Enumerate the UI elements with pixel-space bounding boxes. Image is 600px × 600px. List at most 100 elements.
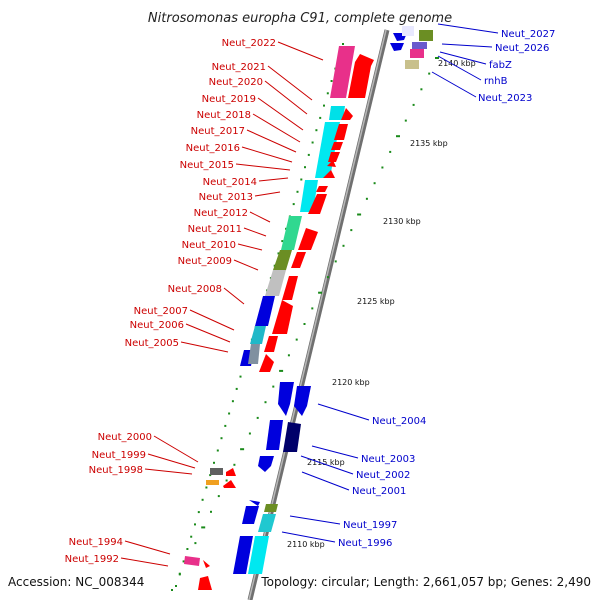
scale-tick: [277, 252, 280, 255]
gene-label[interactable]: Neut_2016: [186, 143, 240, 154]
scale-label: 2115 kbp: [307, 458, 345, 467]
gene-feature: [412, 42, 427, 49]
gene-arrow: [226, 468, 236, 476]
gene-feature: [206, 480, 219, 485]
scale-tick: [311, 307, 314, 310]
gene-label[interactable]: Neut_1996: [338, 538, 392, 549]
scale-tick: [318, 291, 323, 294]
gene-label[interactable]: Neut_2011: [188, 224, 242, 235]
gene-label[interactable]: Neut_1997: [343, 520, 397, 531]
scale-tick: [281, 240, 284, 243]
gene-arrow: [334, 124, 348, 140]
scale-tick: [303, 323, 306, 325]
gene-feature: [248, 344, 260, 364]
gene-label[interactable]: Neut_2018: [197, 110, 251, 121]
scale-tick: [389, 150, 392, 153]
gene-features-left: [184, 46, 374, 590]
gene-feature: [210, 468, 223, 475]
gene-label[interactable]: Neut_1992: [65, 554, 119, 565]
gene-label[interactable]: Neut_2010: [182, 240, 236, 251]
gene-feature: [184, 556, 200, 566]
scale-tick: [326, 276, 329, 279]
gene-label[interactable]: rnhB: [484, 76, 508, 87]
gene-label[interactable]: Neut_2019: [202, 94, 256, 105]
gene-label[interactable]: Neut_2012: [194, 208, 248, 219]
gene-label[interactable]: Neut_2021: [212, 62, 266, 73]
scale-labels: 2140 kbp 2135 kbp 2130 kbp 2125 kbp 2120…: [287, 59, 476, 549]
scale-tick: [197, 511, 200, 514]
gene-label[interactable]: Neut_1998: [89, 465, 143, 476]
scale-tick: [292, 203, 295, 206]
scale-tick: [201, 526, 206, 529]
scale-tick: [381, 166, 384, 169]
gene-arrow: [198, 576, 212, 590]
scale-tick: [357, 213, 362, 216]
gene-feature: [265, 270, 286, 296]
scale-tick: [210, 510, 212, 513]
scale-label: 2110 kbp: [287, 540, 325, 549]
gene-label[interactable]: Neut_2023: [478, 93, 532, 104]
scale-tick: [217, 495, 220, 498]
gene-arrow: [203, 560, 210, 568]
scale-tick: [231, 400, 234, 403]
gene-label[interactable]: Neut_2002: [356, 470, 410, 481]
scale-tick: [287, 354, 290, 357]
gene-label[interactable]: Neut_2017: [191, 126, 245, 137]
scale-tick: [209, 474, 212, 477]
gene-feature: [233, 536, 253, 574]
gene-label[interactable]: Neut_2027: [501, 29, 555, 40]
accession-text: Accession: NC_008344: [8, 575, 144, 589]
scale-tick: [194, 542, 197, 545]
gene-label[interactable]: Neut_2026: [495, 43, 549, 54]
scale-tick: [279, 369, 284, 372]
gene-arrow: [264, 336, 278, 352]
scale-tick: [248, 432, 251, 435]
gene-label[interactable]: fabZ: [489, 60, 512, 71]
gene-feature: [250, 326, 266, 344]
scale-tick: [240, 448, 245, 451]
gene-label[interactable]: Neut_2003: [361, 454, 415, 465]
gene-label[interactable]: Neut_1994: [69, 537, 123, 548]
scale-tick: [428, 72, 431, 75]
scale-tick: [233, 463, 236, 466]
gene-arrow: [327, 160, 336, 167]
gene-arrow: [259, 354, 274, 372]
gene-label[interactable]: Neut_2005: [125, 338, 179, 349]
gene-feature: [405, 60, 419, 69]
map-title: Nitrosomonas europha C91, complete genom…: [148, 11, 452, 26]
topology-summary: Topology: circular; Length: 2,661,057 bp…: [260, 575, 591, 589]
gene-label[interactable]: Neut_2020: [209, 77, 263, 88]
gene-arrow: [341, 108, 353, 120]
gene-label[interactable]: Neut_2001: [352, 486, 406, 497]
scale-tick: [295, 338, 298, 341]
gene-label[interactable]: Neut_2014: [203, 177, 257, 188]
gene-label[interactable]: Neut_2013: [199, 192, 253, 203]
gene-feature: [402, 26, 414, 36]
gene-label[interactable]: Neut_2008: [168, 284, 222, 295]
scale-tick: [228, 412, 231, 415]
scale-tick: [239, 375, 242, 378]
gene-label[interactable]: Neut_2022: [222, 38, 276, 49]
gene-label[interactable]: Neut_2004: [372, 416, 426, 427]
scale-tick: [404, 119, 407, 122]
gene-feature: [258, 514, 276, 532]
gene-label[interactable]: Neut_2009: [178, 256, 232, 267]
scale-tick: [420, 88, 423, 91]
gene-label[interactable]: Neut_1999: [92, 450, 146, 461]
gene-feature: [281, 216, 302, 250]
gene-feature: [248, 536, 269, 574]
scale-tick: [235, 387, 238, 390]
gene-arrow: [258, 456, 274, 472]
gene-label[interactable]: Neut_2015: [180, 160, 234, 171]
gene-feature: [273, 250, 292, 270]
gene-label[interactable]: Neut_2007: [134, 306, 188, 317]
gene-arrow: [282, 276, 298, 300]
gene-label[interactable]: Neut_2006: [130, 320, 184, 331]
scale-tick: [342, 43, 344, 45]
scale-label: 2120 kbp: [332, 378, 370, 387]
gene-arrow: [249, 500, 260, 506]
gene-label[interactable]: Neut_2000: [98, 432, 152, 443]
gene-feature: [255, 296, 275, 326]
gene-feature: [283, 422, 301, 452]
gene-arrow: [223, 480, 236, 488]
